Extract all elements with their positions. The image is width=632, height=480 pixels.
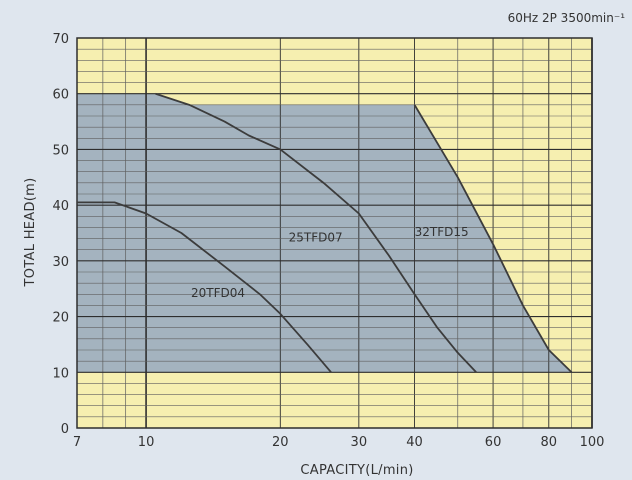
y-tick-label: 70 xyxy=(52,32,69,47)
y-tick-label: 60 xyxy=(52,88,69,103)
x-tick-label: 100 xyxy=(580,435,605,450)
x-tick-label: 10 xyxy=(138,435,155,450)
y-tick-label: 40 xyxy=(52,199,69,214)
x-tick-label: 30 xyxy=(351,435,368,450)
x-tick-label: 60 xyxy=(485,435,502,450)
series-label-32tfd15: 32TFD15 xyxy=(415,225,469,239)
plot-frame xyxy=(76,37,593,429)
y-tick-label: 10 xyxy=(52,366,69,381)
chart-title: 60Hz 2P 3500min⁻¹ xyxy=(508,11,626,25)
series-label-25tfd07: 25TFD07 xyxy=(289,230,343,244)
curve-25tfd07 xyxy=(155,92,477,373)
y-tick-label: 30 xyxy=(52,255,69,270)
operating-region xyxy=(77,93,572,373)
curve-32tfd15 xyxy=(413,104,573,373)
y-tick-label: 0 xyxy=(61,422,69,437)
x-axis-label: CAPACITY(L/min) xyxy=(300,463,413,478)
y-tick-label: 50 xyxy=(52,143,69,158)
x-tick-labels: 7 10 20 30 40 60 80 100 xyxy=(73,435,605,450)
x-tick-label: 20 xyxy=(272,435,289,450)
y-tick-labels: 0 10 20 30 40 50 60 70 xyxy=(52,32,69,437)
y-tick-label: 20 xyxy=(52,311,69,326)
y-axis-label: TOTAL HEAD(m) xyxy=(23,178,38,288)
series-label-20tfd04: 20TFD04 xyxy=(191,286,245,300)
series-curves: 20TFD04 25TFD07 32TFD15 xyxy=(77,92,573,373)
x-tick-label: 40 xyxy=(406,435,423,450)
x-tick-label: 80 xyxy=(541,435,558,450)
curve-20tfd04 xyxy=(77,201,332,373)
x-tick-label: 7 xyxy=(73,435,81,450)
